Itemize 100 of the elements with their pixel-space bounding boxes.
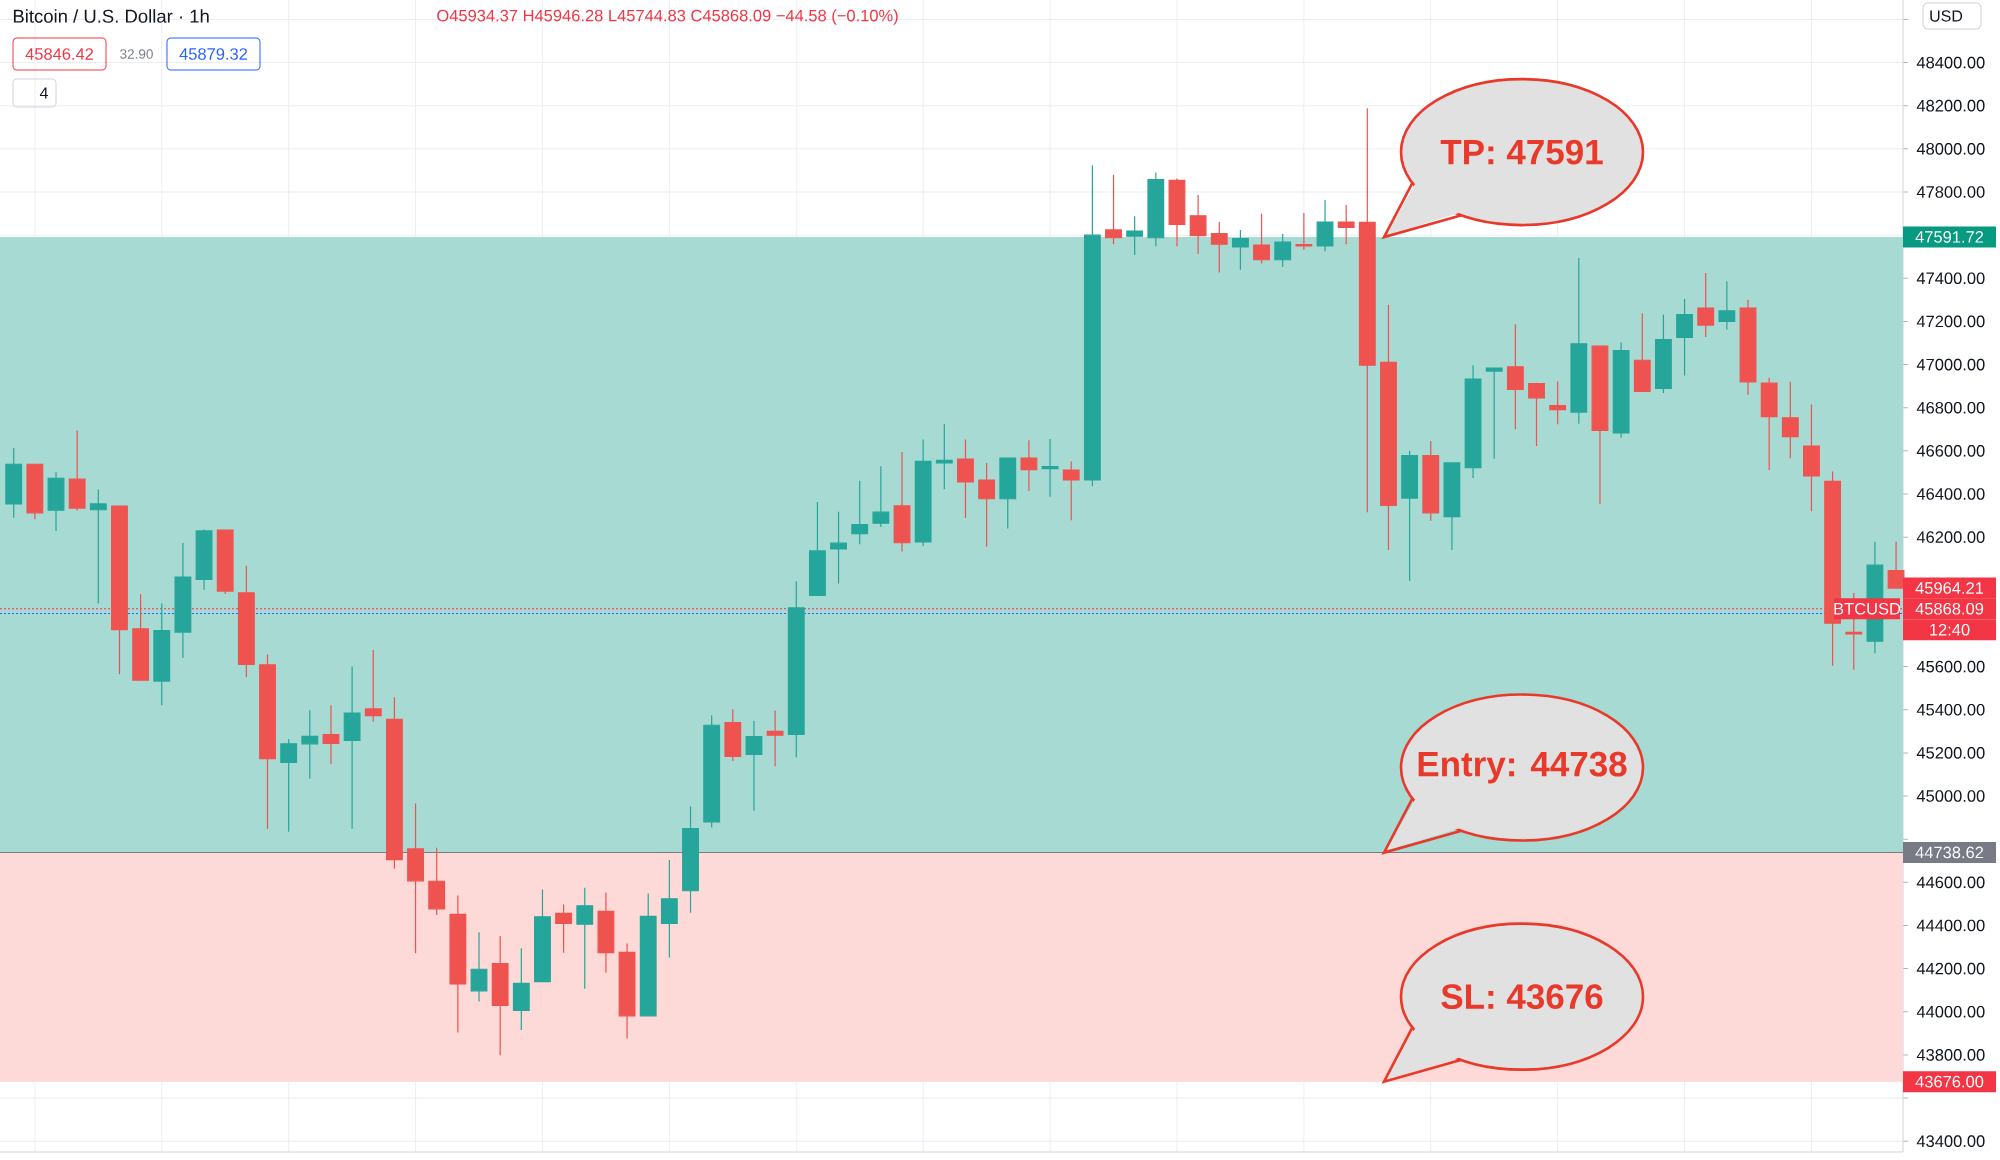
candlestick bbox=[555, 903, 573, 954]
annotation: 32.90 bbox=[120, 49, 153, 59]
candlestick bbox=[957, 438, 974, 519]
text: USD bbox=[1930, 10, 1963, 22]
candlestick bbox=[660, 859, 678, 959]
candlestick bbox=[1612, 341, 1630, 439]
y-tick-label: 43400.00 bbox=[1916, 1135, 1985, 1148]
candlestick bbox=[1253, 213, 1270, 265]
y-tick-label: 47000.00 bbox=[1916, 358, 1985, 371]
candlestick bbox=[5, 447, 23, 519]
candlestick bbox=[830, 511, 847, 585]
candlestick bbox=[47, 471, 65, 532]
candlestick bbox=[470, 931, 488, 1003]
candlestick bbox=[1633, 312, 1651, 393]
candlestick bbox=[1654, 313, 1672, 394]
candlestick bbox=[682, 805, 699, 914]
candlestick bbox=[1062, 460, 1080, 521]
y-tick-label: 45200.00 bbox=[1916, 747, 1985, 759]
candlestick bbox=[745, 720, 763, 812]
candlestick bbox=[132, 593, 150, 681]
candlestick bbox=[26, 463, 44, 520]
annotation: 45846.42 bbox=[25, 48, 94, 60]
y-tick-label: 46200.00 bbox=[1916, 531, 1985, 543]
candlestick bbox=[1591, 345, 1609, 505]
candlestick bbox=[1528, 382, 1545, 447]
candlestick bbox=[1041, 438, 1059, 498]
band-label: 43676.00 bbox=[1915, 1075, 1984, 1088]
candlestick bbox=[1401, 450, 1419, 582]
candlestick bbox=[259, 653, 276, 830]
annotation: SL: 43676 bbox=[1441, 984, 1603, 1010]
candlestick bbox=[1485, 367, 1503, 460]
candlestick bbox=[449, 894, 467, 1034]
y-tick-label: 45000.00 bbox=[1916, 790, 1985, 802]
candlestick bbox=[1147, 171, 1165, 247]
candlestick bbox=[512, 947, 530, 1031]
candlestick bbox=[1189, 194, 1207, 255]
candlestick bbox=[639, 892, 657, 1017]
y-tick-label: 48400.00 bbox=[1916, 56, 1985, 69]
candlestick bbox=[999, 457, 1017, 530]
y-tick-label: 46600.00 bbox=[1916, 445, 1985, 457]
y-tick-label: 44400.00 bbox=[1916, 919, 1985, 932]
y-tick-label: 45600.00 bbox=[1916, 660, 1985, 673]
candlestick bbox=[576, 887, 594, 990]
candlestick bbox=[1718, 280, 1736, 331]
text: 45964.21 bbox=[1915, 582, 1984, 594]
y-tick-label: 44200.00 bbox=[1916, 962, 1985, 975]
annotation: BTCUSD bbox=[1834, 602, 1901, 615]
candlestick bbox=[1697, 272, 1715, 338]
candlestick bbox=[534, 888, 551, 983]
y-tick-label: 47800.00 bbox=[1916, 186, 1985, 198]
y-tick-label: 45400.00 bbox=[1916, 703, 1985, 716]
candlestick bbox=[280, 738, 298, 833]
candlestick bbox=[935, 423, 953, 490]
candlestick bbox=[1231, 229, 1249, 271]
candlestick bbox=[851, 480, 869, 545]
candlestick bbox=[153, 603, 171, 706]
candlestick bbox=[1781, 381, 1799, 459]
candlestick bbox=[1126, 215, 1144, 256]
ref-line-label: 45868.09 bbox=[1915, 602, 1984, 615]
annotation: 4 bbox=[39, 87, 48, 99]
y-tick-label: 46400.00 bbox=[1916, 488, 1985, 500]
candlestick bbox=[1443, 462, 1461, 551]
y-tick-label: 44600.00 bbox=[1916, 876, 1985, 889]
candlestick bbox=[1295, 212, 1313, 251]
candlestick bbox=[1760, 377, 1778, 471]
candlestick bbox=[808, 501, 826, 597]
candlestick bbox=[1020, 439, 1038, 492]
y-tick-label: 48200.00 bbox=[1916, 99, 1985, 112]
candlestick bbox=[364, 649, 382, 723]
candlestick bbox=[1083, 164, 1101, 487]
candlestick bbox=[322, 704, 340, 765]
candlestick bbox=[1316, 199, 1334, 252]
text: O45934.37 H45946.28 L45744.83 C45868.09 −44.58 (−0.10%) bbox=[437, 9, 898, 25]
candlestick bbox=[1464, 364, 1482, 479]
candlestick bbox=[618, 942, 636, 1040]
candlestick bbox=[1739, 299, 1757, 396]
candlestick bbox=[1506, 323, 1524, 430]
candlestick bbox=[301, 709, 319, 780]
candlestick bbox=[1105, 174, 1122, 245]
y-tick-label: 48000.00 bbox=[1916, 143, 1985, 155]
candlestick bbox=[68, 429, 86, 512]
annotation: Entry: 44738 bbox=[1418, 751, 1627, 784]
band-label: 47591.72 bbox=[1915, 231, 1984, 243]
chart-title: Bitcoin / U.S. Dollar · 1h bbox=[13, 9, 209, 23]
candlestick bbox=[1358, 107, 1376, 513]
candlestick bbox=[872, 465, 890, 528]
y-tick-label: 44000.00 bbox=[1916, 1005, 1985, 1018]
candlestick bbox=[978, 462, 996, 548]
candlestick bbox=[237, 565, 255, 678]
candlestick bbox=[787, 580, 805, 758]
y-tick-label: 43800.00 bbox=[1916, 1049, 1985, 1061]
ref-line-label: 44738.62 bbox=[1915, 846, 1984, 859]
candlestick bbox=[597, 891, 615, 974]
candlestick bbox=[174, 542, 192, 659]
candlestick bbox=[385, 696, 403, 870]
annotation: 45879.32 bbox=[179, 48, 248, 60]
y-tick-label: 47200.00 bbox=[1916, 315, 1985, 328]
candlestick bbox=[1422, 440, 1440, 522]
candlestick bbox=[1549, 380, 1567, 425]
candlestick bbox=[724, 708, 742, 762]
